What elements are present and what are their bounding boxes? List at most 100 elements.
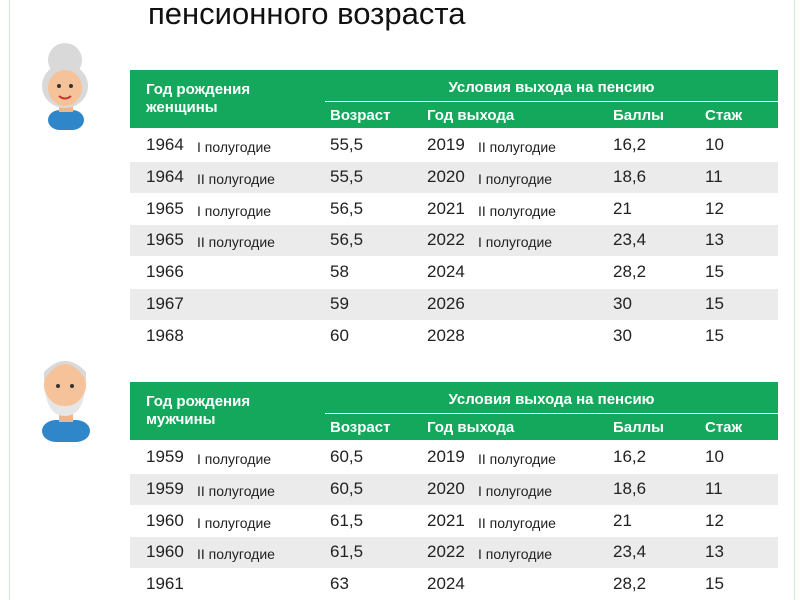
exit-year: 2024 <box>427 262 465 282</box>
experience: 12 <box>705 198 724 218</box>
birth-year: 1959 <box>146 478 184 498</box>
header-divider <box>325 101 778 102</box>
birth-year: 1968 <box>146 325 184 345</box>
frame-line <box>794 0 795 600</box>
experience: 10 <box>705 135 724 154</box>
exit-half: II полугодие <box>478 139 556 155</box>
exit-year: 2028 <box>427 325 465 345</box>
exit-year: 2026 <box>427 294 465 313</box>
experience: 12 <box>705 510 724 530</box>
age: 63 <box>330 574 349 594</box>
points: 21 <box>613 510 632 530</box>
birth-year: 1960 <box>146 542 184 562</box>
birth-half: I полугодие <box>197 202 272 219</box>
man-avatar <box>42 361 90 442</box>
exit-year: 2019 <box>427 135 465 154</box>
birth-year: 1964 <box>146 166 184 186</box>
points: 23,4 <box>613 230 647 250</box>
age: 61,5 <box>330 510 364 530</box>
exit-year: 2020 <box>427 478 465 498</box>
experience: 13 <box>705 542 724 562</box>
birth-year: 1964 <box>146 135 184 154</box>
birth-year: 1967 <box>146 294 184 313</box>
row-background <box>130 289 778 320</box>
points: 18,6 <box>613 166 647 186</box>
header-exit-year: Год выхода <box>427 107 515 124</box>
exit-year: 2022 <box>427 542 465 562</box>
points: 16,2 <box>613 447 647 466</box>
exit-year: 2022 <box>427 230 465 250</box>
points: 16,2 <box>613 135 647 154</box>
exit-half: II полугодие <box>478 514 556 531</box>
birth-half: II полугодие <box>197 546 275 563</box>
birth-half: I полугодие <box>197 451 272 467</box>
row-background <box>130 225 778 257</box>
exit-year: 2020 <box>427 166 465 186</box>
exit-year: 2021 <box>427 198 465 218</box>
experience: 11 <box>705 166 723 186</box>
exit-year: 2021 <box>427 510 465 530</box>
row-background <box>130 473 778 505</box>
row-background <box>130 161 778 193</box>
points: 23,4 <box>613 542 647 562</box>
header-birth: Год рождения женщины <box>146 81 251 116</box>
header-birth: Год рождения мужчины <box>146 393 251 428</box>
birth-half: II полугодие <box>197 170 275 187</box>
experience: 15 <box>705 325 724 345</box>
header-age: Возраст <box>330 107 391 124</box>
age: 59 <box>330 294 349 313</box>
birth-year: 1965 <box>146 230 184 250</box>
header-exit-year: Год выхода <box>427 419 515 436</box>
exit-year: 2024 <box>427 574 465 594</box>
birth-half: I полугодие <box>197 514 272 531</box>
points: 28,2 <box>613 262 647 282</box>
header-conditions: Условия выхода на пенсию <box>448 79 655 96</box>
birth-half: II полугодие <box>197 234 275 251</box>
age: 58 <box>330 262 349 282</box>
title: пенсионного возраста <box>148 0 466 31</box>
exit-half: I полугодие <box>478 170 553 187</box>
header-age: Возраст <box>330 419 391 436</box>
points: 21 <box>613 198 632 218</box>
points: 30 <box>613 325 632 345</box>
age: 60,5 <box>330 447 364 466</box>
header-points: Баллы <box>613 107 664 124</box>
exit-half: I полугодие <box>478 546 553 563</box>
age: 60 <box>330 325 349 345</box>
birth-year: 1959 <box>146 447 184 466</box>
points: 30 <box>613 294 632 313</box>
birth-half: I полугодие <box>197 139 272 155</box>
experience: 15 <box>705 262 724 282</box>
points: 28,2 <box>613 574 647 594</box>
exit-half: II полугодие <box>478 451 556 467</box>
table-header <box>130 70 778 128</box>
experience: 15 <box>705 294 724 313</box>
age: 56,5 <box>330 230 364 250</box>
birth-half: II полугодие <box>197 482 275 499</box>
birth-year: 1965 <box>146 198 184 218</box>
exit-half: I полугодие <box>478 234 553 251</box>
age: 60,5 <box>330 478 364 498</box>
header-conditions: Условия выхода на пенсию <box>448 391 655 408</box>
age: 55,5 <box>330 166 364 186</box>
age: 56,5 <box>330 198 364 218</box>
exit-year: 2019 <box>427 447 465 466</box>
birth-year: 1960 <box>146 510 184 530</box>
row-background <box>130 537 778 569</box>
experience: 15 <box>705 574 724 594</box>
frame-line <box>9 0 10 600</box>
birth-year: 1961 <box>146 574 184 594</box>
table-header <box>130 382 778 440</box>
experience: 13 <box>705 230 724 250</box>
points: 18,6 <box>613 478 647 498</box>
exit-half: II полугодие <box>478 202 556 219</box>
header-experience: Стаж <box>705 419 743 436</box>
age: 55,5 <box>330 135 364 154</box>
exit-half: I полугодие <box>478 482 553 499</box>
woman-avatar <box>42 43 88 130</box>
experience: 11 <box>705 478 723 498</box>
age: 61,5 <box>330 542 364 562</box>
header-points: Баллы <box>613 419 664 436</box>
experience: 10 <box>705 447 724 466</box>
